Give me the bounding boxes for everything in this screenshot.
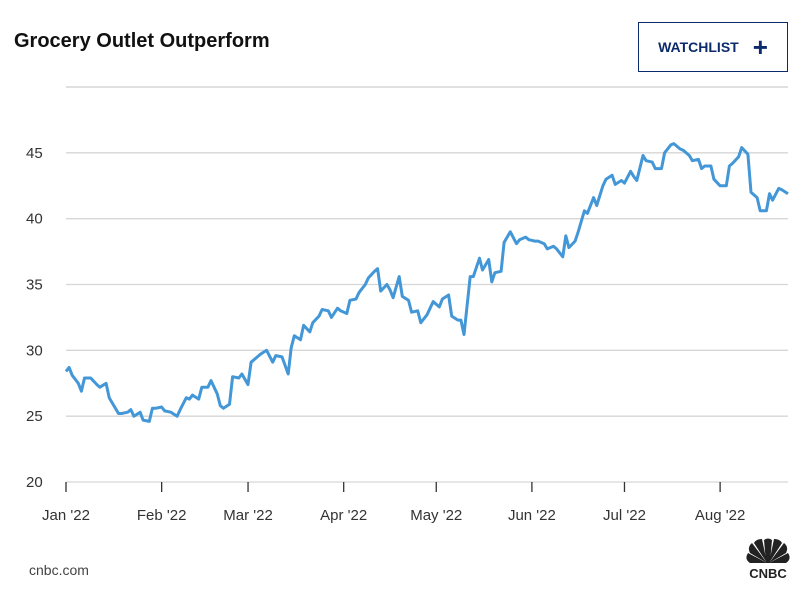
x-tick-label: Apr '22: [320, 507, 367, 524]
x-tick-label: Aug '22: [695, 507, 745, 524]
source-label[interactable]: cnbc.com: [29, 562, 89, 578]
y-tick-label: 20: [26, 474, 43, 491]
x-tick-label: Feb '22: [137, 507, 187, 524]
y-tick-label: 30: [26, 342, 43, 359]
svg-text:CNBC: CNBC: [749, 566, 787, 581]
x-tick-label: May '22: [410, 507, 462, 524]
y-tick-label: 40: [26, 211, 43, 228]
x-tick-label: Mar '22: [223, 507, 273, 524]
y-tick-label: 25: [26, 408, 43, 425]
chart-title: Grocery Outlet Outperform: [14, 30, 270, 52]
price-line: [64, 142, 789, 423]
y-tick-label: 45: [26, 145, 43, 162]
watchlist-label: WATCHLIST: [658, 39, 739, 55]
x-tick-label: Jun '22: [508, 507, 556, 524]
y-tick-label: 35: [26, 277, 43, 294]
plus-icon: +: [752, 32, 768, 62]
x-tick-label: Jan '22: [42, 507, 90, 524]
watchlist-button[interactable]: WATCHLIST +: [638, 22, 788, 72]
x-tick-label: Jul '22: [603, 507, 646, 524]
